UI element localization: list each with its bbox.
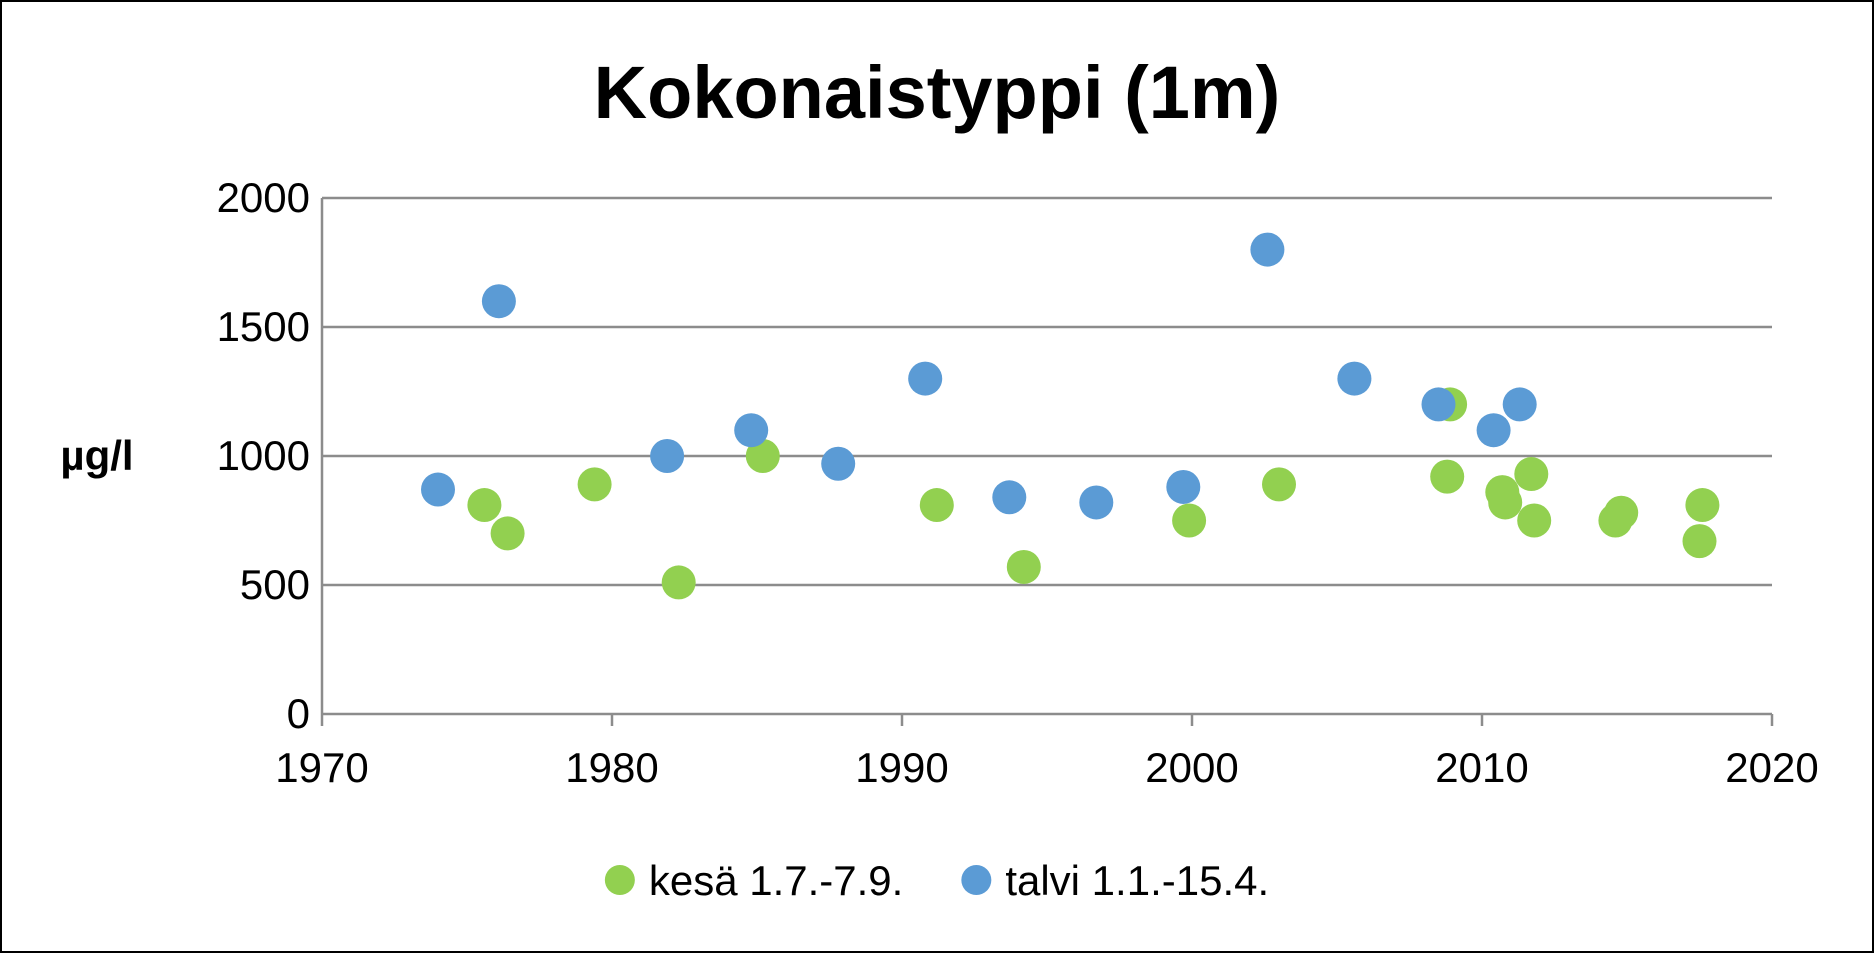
data-point-series-0-17 <box>1682 524 1717 559</box>
y-tick-labels: 0 500 1000 1500 2000 <box>217 174 310 737</box>
data-point-series-1-12 <box>1476 413 1511 448</box>
data-point-series-0-13 <box>1514 457 1549 492</box>
x-tick-labels: 1970 1980 1990 2000 2010 2020 <box>275 744 1818 791</box>
x-tick-label-2000: 2000 <box>1145 744 1238 791</box>
data-point-series-0-1 <box>490 516 525 551</box>
x-tick-label-1980: 1980 <box>565 744 658 791</box>
data-point-series-0-18 <box>1685 488 1720 523</box>
y-tick-label-0: 0 <box>287 690 310 737</box>
axes <box>320 198 1774 726</box>
data-point-series-0-2 <box>577 467 612 502</box>
legend-label-1: talvi 1.1.-15.4. <box>1005 857 1269 904</box>
y-tick-label-2000: 2000 <box>217 174 310 221</box>
y-tick-label-1500: 1500 <box>217 303 310 350</box>
legend-item-1: talvi 1.1.-15.4. <box>961 857 1269 904</box>
data-point-series-1-13 <box>1502 387 1537 422</box>
x-tick-label-1970: 1970 <box>275 744 368 791</box>
legend-item-0: kesä 1.7.-7.9. <box>604 857 903 904</box>
x-tick-label-1990: 1990 <box>855 744 948 791</box>
data-point-series-1-8 <box>1166 469 1201 504</box>
data-point-series-1-4 <box>821 446 856 481</box>
data-point-series-1-10 <box>1337 361 1372 396</box>
y-tick-label-500: 500 <box>240 561 310 608</box>
data-point-series-0-4 <box>745 439 780 473</box>
data-point-series-1-2 <box>650 439 685 473</box>
data-point-series-1-0 <box>421 472 455 507</box>
data-point-series-1-11 <box>1421 387 1456 422</box>
series-1 <box>421 232 1537 520</box>
legend: kesä 1.7.-7.9. talvi 1.1.-15.4. <box>604 857 1269 904</box>
data-point-series-0-6 <box>1006 549 1041 584</box>
data-point-series-0-9 <box>1430 459 1465 494</box>
y-tick-label-1000: 1000 <box>217 432 310 479</box>
data-point-series-1-9 <box>1250 232 1285 267</box>
data-point-series-0-12 <box>1488 485 1523 520</box>
legend-label-0: kesä 1.7.-7.9. <box>649 857 903 904</box>
data-point-series-0-0 <box>467 488 502 523</box>
data-point-series-1-7 <box>1079 485 1114 520</box>
y-axis-label: µg/l <box>60 432 133 479</box>
data-point-series-1-1 <box>481 284 516 319</box>
x-tick-label-2010: 2010 <box>1435 744 1528 791</box>
data-point-series-0-14 <box>1517 503 1552 538</box>
data-point-series-0-3 <box>661 565 696 600</box>
x-tick-label-2020: 2020 <box>1725 744 1818 791</box>
data-point-series-0-5 <box>919 488 954 523</box>
legend-marker-0 <box>604 865 635 895</box>
legend-marker-1 <box>961 865 992 895</box>
data-point-series-0-16 <box>1604 495 1639 530</box>
data-point-series-1-3 <box>734 413 769 448</box>
data-point-series-1-5 <box>908 361 943 396</box>
data-points <box>421 232 1720 600</box>
gridlines <box>322 196 1772 587</box>
chart-title: Kokonaistyppi (1m) <box>594 51 1281 134</box>
data-point-series-0-7 <box>1172 503 1207 538</box>
data-point-series-0-8 <box>1262 467 1296 502</box>
data-point-series-1-6 <box>992 480 1027 515</box>
